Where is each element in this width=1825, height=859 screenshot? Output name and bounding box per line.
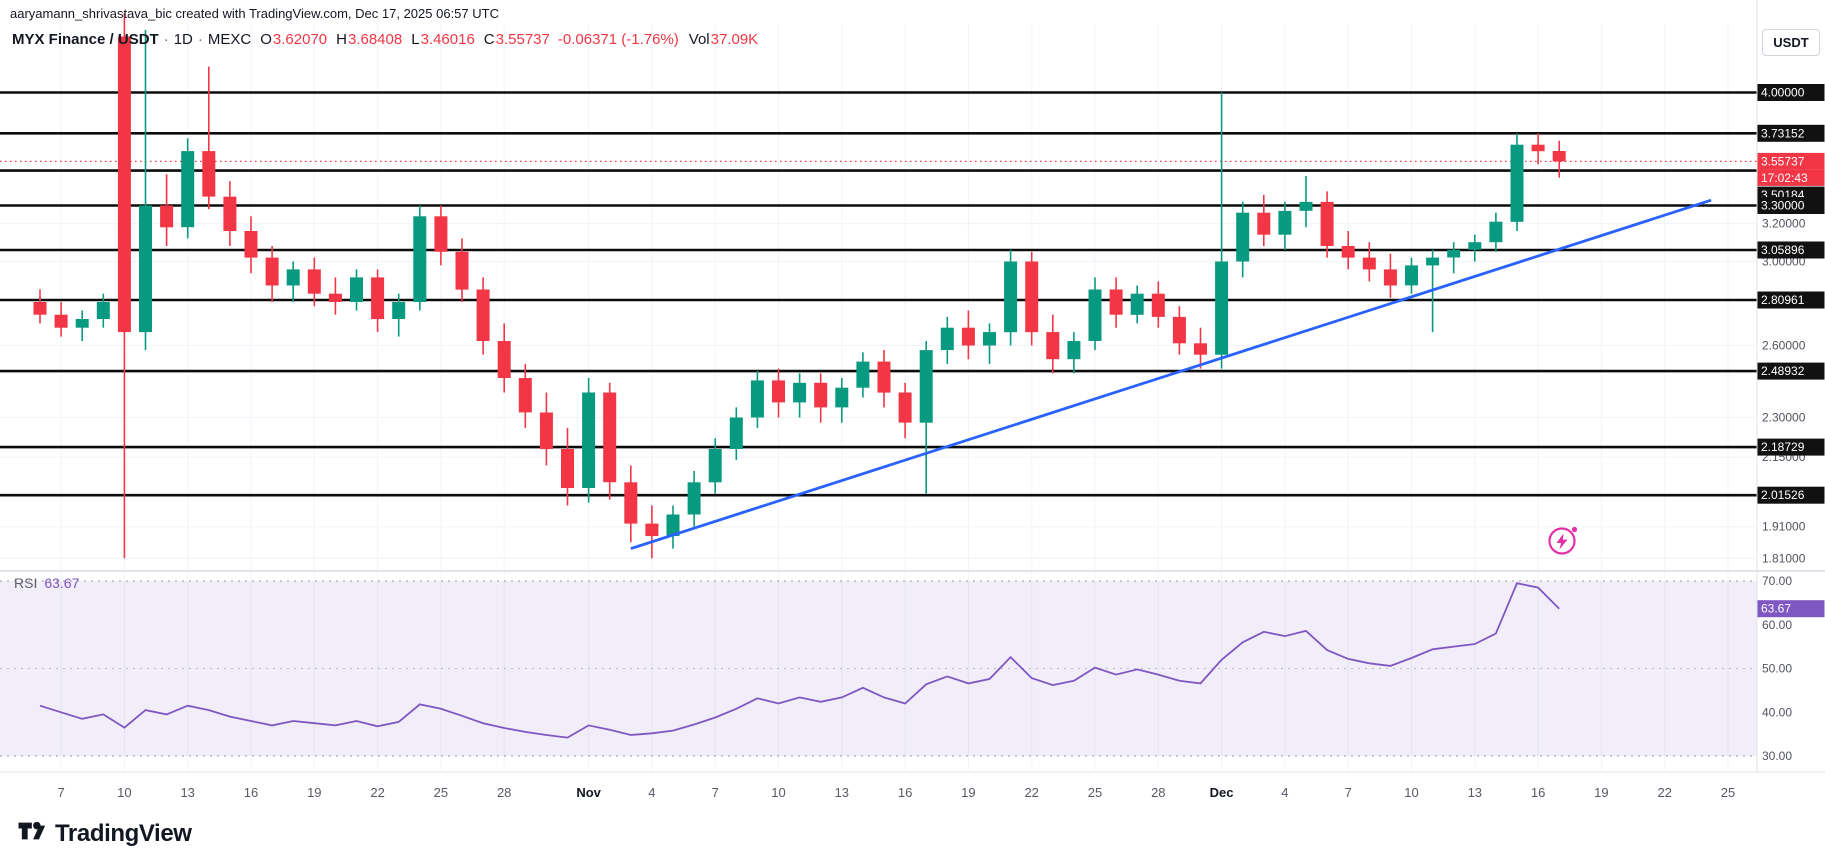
svg-text:2.60000: 2.60000 <box>1762 339 1806 353</box>
svg-text:70.00: 70.00 <box>1762 574 1792 588</box>
svg-text:7: 7 <box>57 785 64 800</box>
svg-text:10: 10 <box>1404 785 1418 800</box>
svg-text:63.67: 63.67 <box>1761 602 1791 616</box>
svg-text:60.00: 60.00 <box>1762 618 1792 632</box>
svg-text:2.48932: 2.48932 <box>1761 364 1805 378</box>
svg-text:3.30000: 3.30000 <box>1761 199 1805 213</box>
svg-text:10: 10 <box>117 785 131 800</box>
svg-text:16: 16 <box>1531 785 1545 800</box>
svg-text:40.00: 40.00 <box>1762 705 1792 719</box>
open-label: O <box>260 31 272 48</box>
brand-name: TradingView <box>55 819 192 847</box>
attribution-watermark: aaryamann_shrivastava_bic created with T… <box>10 6 499 21</box>
svg-text:16: 16 <box>244 785 258 800</box>
svg-text:17:02:43: 17:02:43 <box>1761 171 1808 185</box>
svg-text:28: 28 <box>1151 785 1165 800</box>
svg-text:22: 22 <box>370 785 384 800</box>
svg-text:4: 4 <box>648 785 655 800</box>
price-axis[interactable]: 3.200003.000002.600002.300002.150001.910… <box>1757 84 1825 763</box>
svg-text:Nov: Nov <box>576 785 601 800</box>
svg-text:19: 19 <box>307 785 321 800</box>
flash-icon[interactable] <box>1546 522 1582 563</box>
svg-text:30.00: 30.00 <box>1762 749 1792 763</box>
svg-text:13: 13 <box>1468 785 1482 800</box>
tradingview-logo-icon <box>16 816 46 851</box>
svg-text:13: 13 <box>835 785 849 800</box>
horizontal-level-lines[interactable] <box>0 91 1757 497</box>
close-value: 3.55737 <box>495 31 550 48</box>
exchange-label[interactable]: MEXC <box>207 31 252 48</box>
volume-value: 37.09K <box>710 31 759 48</box>
rsi-value-badge <box>1757 600 1825 618</box>
symbol-legend[interactable]: MYX Finance / USDT · 1D · MEXC O3.62070 H3.684… <box>12 31 758 48</box>
svg-text:3.20000: 3.20000 <box>1762 217 1806 231</box>
svg-text:19: 19 <box>1594 785 1608 800</box>
svg-text:22: 22 <box>1024 785 1038 800</box>
svg-text:Dec: Dec <box>1210 785 1234 800</box>
low-value: 3.46016 <box>420 31 475 48</box>
svg-text:28: 28 <box>497 785 511 800</box>
svg-text:1.91000: 1.91000 <box>1762 520 1806 534</box>
svg-text:25: 25 <box>1088 785 1102 800</box>
trendline[interactable] <box>630 198 1712 550</box>
svg-text:16: 16 <box>898 785 912 800</box>
countdown-badge <box>1757 169 1825 186</box>
high-value: 3.68408 <box>347 31 403 48</box>
svg-text:2.18729: 2.18729 <box>1761 440 1805 454</box>
symbol-name[interactable]: MYX Finance / USDT <box>12 31 159 48</box>
candles[interactable] <box>33 13 1566 559</box>
rsi-line[interactable] <box>39 582 1560 739</box>
svg-text:7: 7 <box>1345 785 1352 800</box>
svg-text:1.81000: 1.81000 <box>1762 551 1806 565</box>
svg-text:13: 13 <box>180 785 194 800</box>
svg-text:2.30000: 2.30000 <box>1762 411 1806 425</box>
rsi-value: 63.67 <box>44 575 80 591</box>
currency-toggle-button[interactable]: USDT <box>1762 29 1820 56</box>
open-value: 3.62070 <box>272 31 328 48</box>
interval-label[interactable]: 1D <box>173 31 193 48</box>
svg-text:2.80961: 2.80961 <box>1761 293 1805 307</box>
svg-text:19: 19 <box>961 785 975 800</box>
legend-separator: · <box>163 31 169 48</box>
change-value: -0.06371 (-1.76%) <box>557 31 679 48</box>
high-label: H <box>336 31 347 48</box>
low-label: L <box>411 31 420 48</box>
rsi-pane-background <box>0 580 1757 757</box>
close-label: C <box>483 31 495 48</box>
svg-text:10: 10 <box>771 785 785 800</box>
time-axis[interactable]: 7 10 13 16 19 22 25 28 Nov 4 7 10 13 16 19 22 25 28 Dec 4 7 1… <box>57 785 1735 800</box>
svg-text:50.00: 50.00 <box>1762 662 1792 676</box>
footer-brand[interactable]: TradingView <box>16 816 192 851</box>
svg-text:3.55737: 3.55737 <box>1761 154 1805 168</box>
svg-text:25: 25 <box>1721 785 1735 800</box>
svg-text:4.00000: 4.00000 <box>1761 86 1805 100</box>
rsi-legend[interactable]: RSI 63.67 <box>14 575 79 591</box>
svg-text:7: 7 <box>712 785 719 800</box>
rsi-label: RSI <box>14 575 38 591</box>
svg-text:25: 25 <box>434 785 448 800</box>
last-price-badge <box>1757 152 1825 170</box>
svg-text:22: 22 <box>1657 785 1671 800</box>
legend-separator: · <box>197 31 203 48</box>
svg-text:3.73152: 3.73152 <box>1761 126 1805 140</box>
volume-label: Vol <box>688 31 710 48</box>
pane-separators[interactable] <box>0 0 1825 773</box>
svg-text:3.05896: 3.05896 <box>1761 243 1805 257</box>
svg-text:4: 4 <box>1281 785 1288 800</box>
svg-text:2.01526: 2.01526 <box>1761 488 1805 502</box>
